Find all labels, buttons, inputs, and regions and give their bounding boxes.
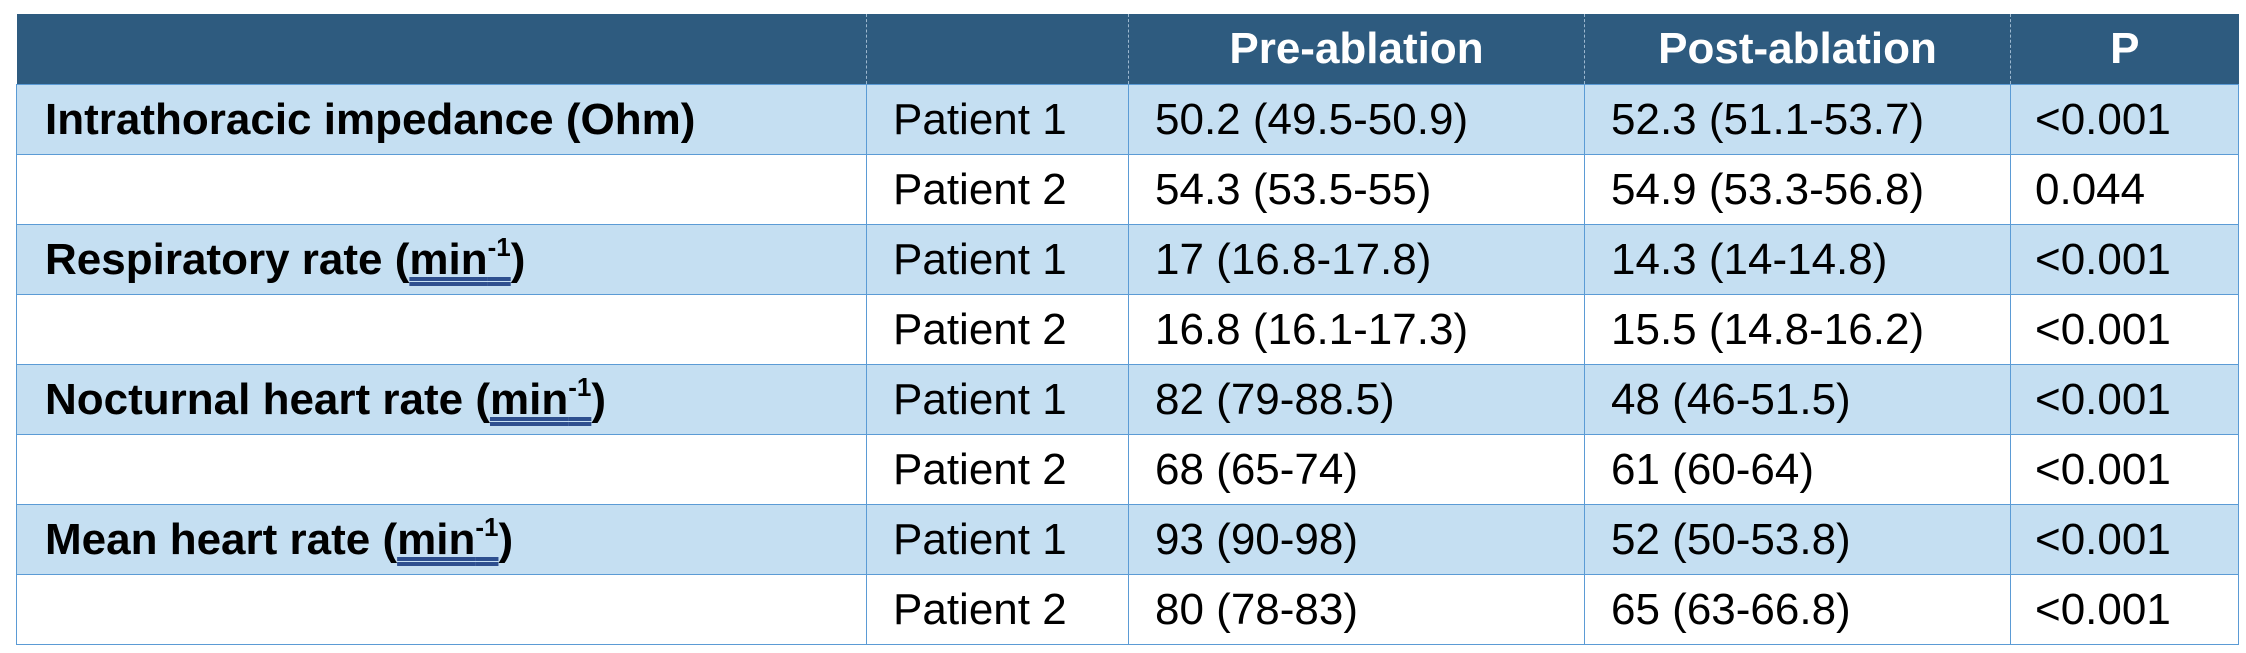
unit-link[interactable]: min-1	[489, 371, 592, 424]
metric-cell: Intrathoracic impedance (Ohm)	[16, 84, 867, 155]
patient-cell: Patient 2	[866, 154, 1129, 225]
table-row: Nocturnal heart rate (min-1) Patient 1 8…	[16, 364, 2239, 435]
header-row: Pre-ablation Post-ablation P	[16, 14, 2239, 85]
table-row: Patient 2 80 (78-83) 65 (63-66.8) <0.001	[16, 574, 2239, 645]
table-row: Patient 2 54.3 (53.5-55) 54.9 (53.3-56.8…	[16, 154, 2239, 225]
post-ablation-cell: 52 (50-53.8)	[1584, 504, 2011, 575]
unit-link[interactable]: min-1	[397, 511, 499, 564]
post-ablation-cell: 54.9 (53.3-56.8)	[1584, 154, 2011, 225]
patient-cell: Patient 2	[866, 294, 1129, 365]
unit-text: min	[489, 374, 569, 424]
metric-suffix: )	[498, 514, 514, 564]
p-value-cell: <0.001	[2010, 294, 2239, 365]
post-ablation-cell: 52.3 (51.1-53.7)	[1584, 84, 2011, 155]
patient-cell: Patient 2	[866, 574, 1129, 645]
unit-exponent: -1	[475, 511, 499, 542]
metric-cell: Nocturnal heart rate (min-1)	[16, 364, 867, 435]
p-value-cell: <0.001	[2010, 574, 2239, 645]
unit-text: min	[397, 514, 476, 564]
patient-cell: Patient 1	[866, 224, 1129, 295]
table-row: Respiratory rate (min-1) Patient 1 17 (1…	[16, 224, 2239, 295]
patient-cell: Patient 1	[866, 364, 1129, 435]
unit-text: min	[409, 234, 488, 284]
pre-ablation-cell: 93 (90-98)	[1128, 504, 1585, 575]
header-patient	[866, 14, 1129, 85]
results-table: Pre-ablation Post-ablation P Intrathorac…	[16, 14, 2239, 645]
post-ablation-cell: 61 (60-64)	[1584, 434, 2011, 505]
post-ablation-cell: 65 (63-66.8)	[1584, 574, 2011, 645]
metric-cell: Mean heart rate (min-1)	[16, 504, 867, 575]
table-row: Patient 2 16.8 (16.1-17.3) 15.5 (14.8-16…	[16, 294, 2239, 365]
pre-ablation-cell: 54.3 (53.5-55)	[1128, 154, 1585, 225]
unit-exponent: -1	[487, 231, 511, 262]
table-row: Mean heart rate (min-1) Patient 1 93 (90…	[16, 504, 2239, 575]
metric-cell: Respiratory rate (min-1)	[16, 224, 867, 295]
unit-exponent: -1	[568, 371, 592, 402]
header-post-ablation: Post-ablation	[1584, 14, 2011, 85]
post-ablation-cell: 48 (46-51.5)	[1584, 364, 2011, 435]
metric-label: Nocturnal heart rate (	[45, 374, 490, 424]
p-value-cell: <0.001	[2010, 224, 2239, 295]
table-body: Intrathoracic impedance (Ohm) Patient 1 …	[16, 84, 2239, 645]
pre-ablation-cell: 50.2 (49.5-50.9)	[1128, 84, 1585, 155]
metric-label: Respiratory rate (	[45, 234, 410, 284]
table-header: Pre-ablation Post-ablation P	[16, 14, 2239, 85]
metric-suffix: )	[510, 234, 526, 284]
unit-link[interactable]: min-1	[409, 231, 511, 284]
p-value-cell: 0.044	[2010, 154, 2239, 225]
pre-ablation-cell: 80 (78-83)	[1128, 574, 1585, 645]
post-ablation-cell: 15.5 (14.8-16.2)	[1584, 294, 2011, 365]
patient-cell: Patient 1	[866, 504, 1129, 575]
header-metric	[16, 14, 867, 85]
p-value-cell: <0.001	[2010, 84, 2239, 155]
pre-ablation-cell: 68 (65-74)	[1128, 434, 1585, 505]
table-row: Intrathoracic impedance (Ohm) Patient 1 …	[16, 84, 2239, 155]
metric-cell	[16, 154, 867, 225]
metric-cell	[16, 574, 867, 645]
metric-cell	[16, 294, 867, 365]
results-table-container: Pre-ablation Post-ablation P Intrathorac…	[16, 14, 2239, 645]
p-value-cell: <0.001	[2010, 504, 2239, 575]
pre-ablation-cell: 82 (79-88.5)	[1128, 364, 1585, 435]
metric-cell	[16, 434, 867, 505]
post-ablation-cell: 14.3 (14-14.8)	[1584, 224, 2011, 295]
pre-ablation-cell: 17 (16.8-17.8)	[1128, 224, 1585, 295]
p-value-cell: <0.001	[2010, 364, 2239, 435]
patient-cell: Patient 1	[866, 84, 1129, 155]
pre-ablation-cell: 16.8 (16.1-17.3)	[1128, 294, 1585, 365]
metric-suffix: )	[591, 374, 606, 424]
metric-label: Mean heart rate (	[45, 514, 398, 564]
header-pre-ablation: Pre-ablation	[1128, 14, 1585, 85]
p-value-cell: <0.001	[2010, 434, 2239, 505]
header-p-value: P	[2010, 14, 2239, 85]
table-row: Patient 2 68 (65-74) 61 (60-64) <0.001	[16, 434, 2239, 505]
patient-cell: Patient 2	[866, 434, 1129, 505]
